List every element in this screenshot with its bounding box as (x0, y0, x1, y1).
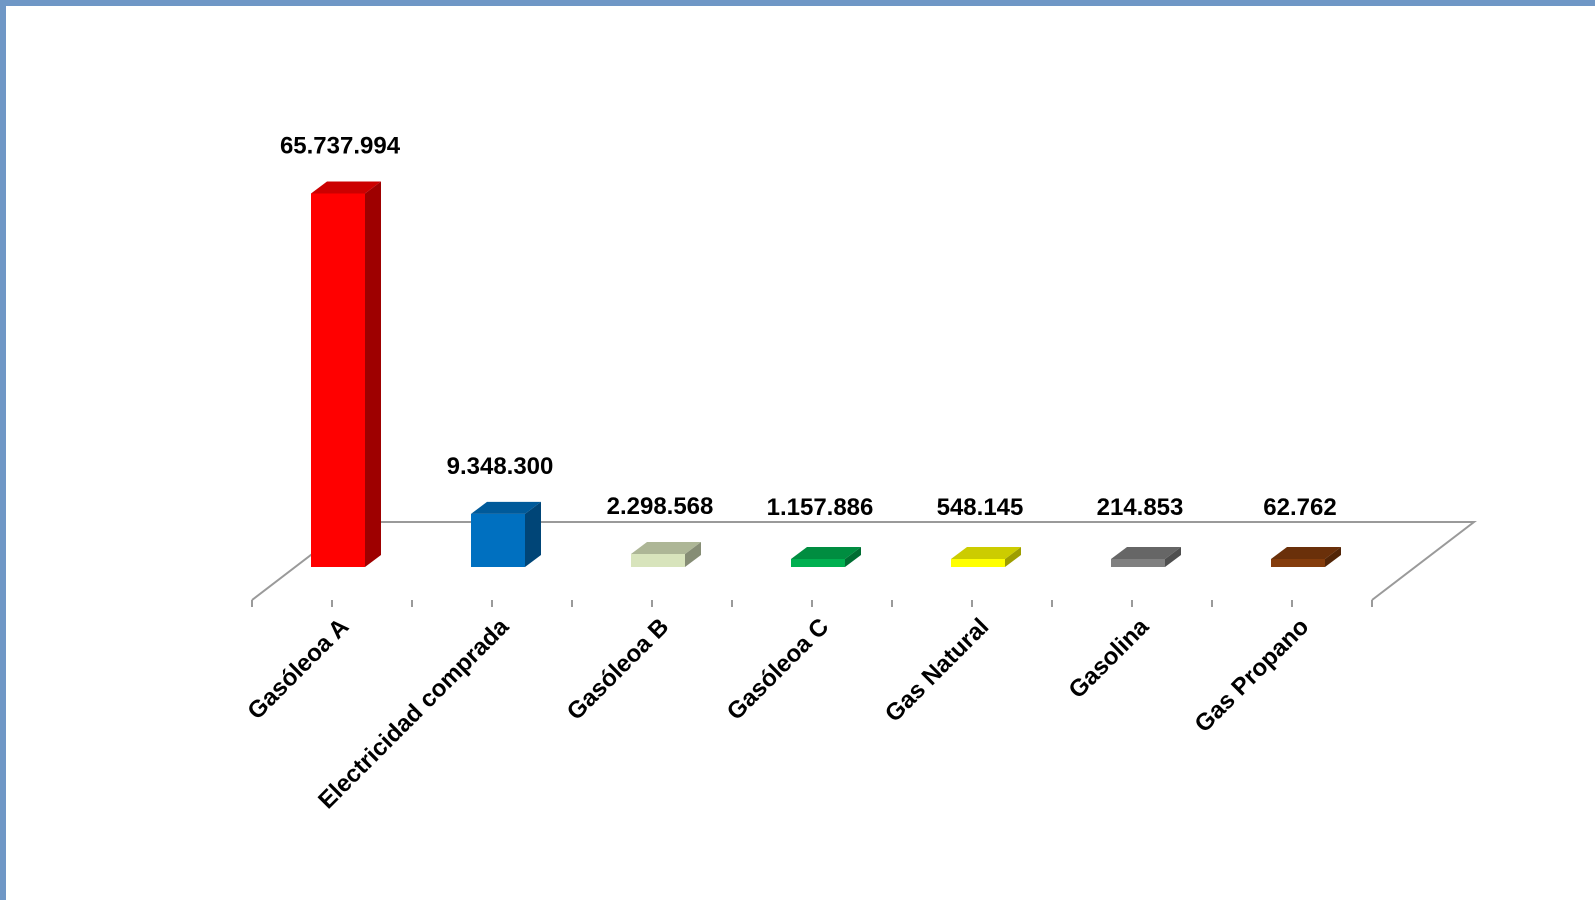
bar-3 (631, 553, 685, 567)
bar-top-4 (791, 547, 861, 559)
bar-side-6 (1165, 547, 1181, 567)
floor-outline (251, 521, 1477, 601)
chart-floor (251, 521, 1477, 607)
category-label-3: Gasóleoa B (562, 613, 674, 725)
bar-side-1 (365, 181, 381, 567)
bar-side-7 (1325, 547, 1341, 567)
category-label-1: Gasóleoa A (242, 613, 354, 725)
bar-side-4 (845, 547, 861, 567)
category-label-7: Gas Propano (1190, 613, 1315, 738)
category-label-5: Gas Natural (880, 613, 994, 727)
bars (311, 181, 1341, 567)
data-label-5: 548.145 (937, 494, 1024, 521)
data-label-3: 2.298.568 (607, 493, 714, 520)
bar-2 (471, 513, 525, 567)
data-label-7: 62.762 (1263, 494, 1336, 521)
data-labels: 65.737.994 9.348.300 2.298.568 1.157.886 548… (280, 132, 1337, 521)
bar-1 (311, 193, 365, 567)
data-label-4: 1.157.886 (767, 494, 874, 521)
bar-top-6 (1111, 547, 1181, 559)
bar-side-5 (1005, 547, 1021, 567)
bar-5 (951, 559, 1005, 567)
bar-top-1 (311, 181, 381, 194)
bar-side-2 (525, 501, 541, 567)
bar-top-2 (471, 501, 541, 514)
category-label-6: Gasolina (1063, 613, 1154, 704)
data-label-1: 65.737.994 (280, 132, 401, 159)
bar-top-7 (1271, 547, 1341, 559)
data-label-6: 214.853 (1097, 494, 1184, 521)
data-label-2: 9.348.300 (447, 453, 554, 480)
bar-top-3 (631, 541, 701, 554)
bar-7 (1271, 559, 1325, 567)
bar-6 (1111, 559, 1165, 567)
bar-4 (791, 559, 845, 567)
bar-top-5 (951, 547, 1021, 559)
bar-side-3 (685, 541, 701, 567)
category-label-4: Gasóleoa C (722, 613, 834, 725)
